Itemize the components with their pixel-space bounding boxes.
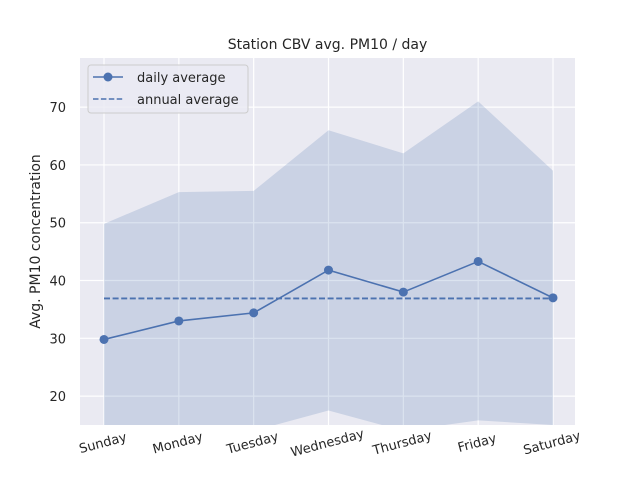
plot-background [80, 58, 575, 425]
y-tick-label: 40 [49, 275, 66, 290]
daily-average-point [99, 334, 109, 344]
daily-average-point [174, 316, 184, 326]
daily-average-point [473, 256, 483, 266]
y-tick-label: 50 [49, 217, 66, 232]
daily-average-point [398, 287, 408, 297]
daily-average-point [249, 308, 259, 318]
grid [80, 58, 575, 425]
y-tick-label: 60 [49, 159, 66, 174]
legend-annual-label: annual average [137, 93, 239, 108]
x-tick-labels: Sunday Monday Tuesday Wednesday Thursday Frid… [78, 427, 583, 461]
x-tick-label: Tuesday [224, 429, 280, 458]
series [99, 256, 558, 344]
legend-daily-marker [103, 72, 113, 82]
x-tick-label: Sunday [78, 430, 129, 457]
y-tick-label: 20 [49, 390, 66, 405]
y-tick-label: 30 [49, 332, 66, 347]
y-axis-label: Avg. PM10 concentration [28, 154, 44, 329]
band [104, 101, 553, 425]
x-tick-label: Monday [151, 430, 205, 458]
y-tick-label: 70 [49, 101, 66, 116]
legend-daily-label: daily average [137, 71, 226, 86]
legend-box [87, 64, 249, 114]
x-tick-label: Wednesday [289, 427, 366, 461]
chart-title: Station CBV avg. PM10 / day [228, 37, 428, 53]
daily-average-point [324, 265, 333, 275]
y-tick-labels: 20 30 40 50 60 70 [49, 101, 66, 405]
daily-average-point [548, 293, 558, 303]
x-tick-label: Saturday [522, 429, 583, 459]
x-tick-label: Thursday [370, 428, 434, 458]
legend: daily average annual average [87, 64, 249, 114]
range-band [104, 101, 553, 425]
x-tick-label: Friday [456, 431, 498, 456]
